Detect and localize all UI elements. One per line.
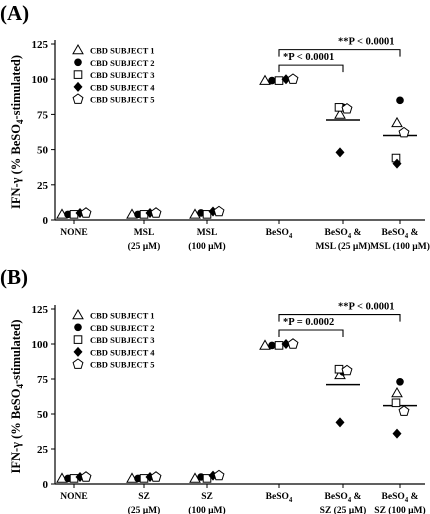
data-point-diamond-filled [281,339,291,349]
x-tick-label: BeSO4 [266,228,293,240]
data-point-pentagon-open [80,471,92,482]
data-point-pentagon-open [213,205,225,217]
legend-marker-pentagon-open [72,93,84,104]
data-point-pentagon-open [287,73,299,84]
legend-marker-square-open [73,335,83,344]
data-point-triangle-open [259,339,271,350]
x-tick-label: BeSO4 & [325,492,362,504]
legend-label: CBD SUBJECT 1 [90,46,155,56]
x-tick-label: SZ [138,492,150,502]
data-point-circle-filled [396,378,404,386]
x-tick-label-line2: (25 µM) [128,505,161,514]
data-point-pentagon-open [150,471,162,482]
significance-bracket [278,314,401,322]
x-tick-label-line2: (100 µM) [188,241,225,252]
legend-label: CBD SUBJECT 3 [90,70,155,80]
x-tick-label: NONE [60,492,87,502]
legend-marker-circle-filled [74,323,82,332]
x-tick-label: MSL [197,228,218,238]
significance-label: **P < 0.0001 [338,302,394,313]
y-tick-label: 75 [37,109,49,121]
x-tick-label: SZ [201,492,213,502]
legend-label: CBD SUBJECT 5 [90,360,155,370]
y-tick-label: 50 [37,409,49,421]
data-point-diamond-filled [335,417,345,428]
y-tick-label: 0 [43,215,49,227]
y-tick-label: 100 [32,339,49,351]
significance-bracket [278,329,344,337]
x-tick-label-line2: (25 µM) [128,241,161,252]
legend-label: CBD SUBJECT 2 [90,323,155,333]
y-tick-label: 50 [37,145,49,157]
y-tick-label: 125 [32,39,49,51]
y-tick-label: 100 [32,74,49,86]
significance-label: *P < 0.0001 [283,52,334,63]
legend-marker-diamond-filled [73,81,83,92]
data-point-square-open [202,474,212,483]
data-point-pentagon-open [213,469,225,481]
x-tick-label: NONE [60,228,87,238]
data-point-square-open [202,210,212,219]
data-point-diamond-filled [335,147,345,158]
legend-label: CBD SUBJECT 4 [90,347,155,357]
significance-bracket [278,49,401,57]
legend-label: CBD SUBJECT 3 [90,335,155,345]
data-point-pentagon-open [398,405,410,416]
x-tick-label: BeSO4 & [382,492,419,504]
data-point-square-open [274,76,284,85]
legend-marker-square-open [73,70,83,79]
legend-label: CBD SUBJECT 1 [90,311,155,321]
x-tick-label: BeSO4 & [325,228,362,240]
x-tick-label-line2: MSL (25 µM) [315,241,370,252]
data-point-pentagon-open [287,338,299,349]
legend-marker-triangle-open [72,43,84,55]
legend-label: CBD SUBJECT 2 [90,58,155,68]
data-point-triangle-open [391,386,403,398]
data-point-pentagon-open [341,102,353,114]
y-axis-label: IFN-γ (% BeSO4-stimulated) [9,319,25,473]
y-tick-label: 75 [37,374,49,386]
data-point-diamond-filled [281,74,291,85]
legend-marker-triangle-open [72,308,84,320]
data-point-pentagon-open [80,207,92,218]
x-tick-label: BeSO4 & [382,228,419,240]
legend-marker-circle-filled [74,58,82,67]
significance-label: **P < 0.0001 [338,37,394,48]
data-point-diamond-filled [392,158,402,169]
x-tick-label: BeSO4 [266,492,293,504]
data-point-pentagon-open [341,364,353,376]
panel-a: (A) 0 25 50 75 100 125 IFN-γ (% BeSO4-stimulate… [0,1,430,252]
legend-marker-diamond-filled [73,346,83,357]
x-tick-label-line2: SZ (100 µM) [374,505,425,514]
data-point-diamond-filled [392,428,402,439]
panel-label: (A) [0,1,29,25]
data-point-triangle-open [259,74,271,85]
data-point-square-open [274,341,284,350]
data-point-pentagon-open [398,126,410,138]
data-point-triangle-open [391,116,403,128]
y-tick-label: 25 [37,180,49,192]
data-point-circle-filled [396,96,404,105]
significance-label: *P = 0.0002 [283,317,334,328]
x-tick-label: MSL [134,228,155,238]
data-point-square-open [391,398,401,408]
panel-b: (B) 0 25 50 75 100 125 IFN-γ (% BeSO4-stimulate… [0,265,426,514]
x-tick-label-line2: MSL (100 µM) [370,241,430,252]
legend-label: CBD SUBJECT 5 [90,95,155,105]
significance-bracket [278,64,344,73]
y-tick-label: 25 [37,444,49,456]
y-tick-label: 0 [43,479,49,491]
y-tick-label: 125 [32,304,49,316]
y-axis-label: IFN-γ (% BeSO4-stimulated) [9,55,25,209]
legend-label: CBD SUBJECT 4 [90,82,155,92]
legend-marker-pentagon-open [72,358,84,369]
x-tick-label-line2: SZ (25 µM) [320,505,367,514]
data-point-triangle-open [334,108,346,119]
x-tick-label-line2: (100 µM) [188,505,225,514]
data-point-circle-filled [268,341,276,350]
data-point-circle-filled [268,76,276,85]
panel-label: (B) [0,265,28,289]
data-point-pentagon-open [150,207,162,218]
